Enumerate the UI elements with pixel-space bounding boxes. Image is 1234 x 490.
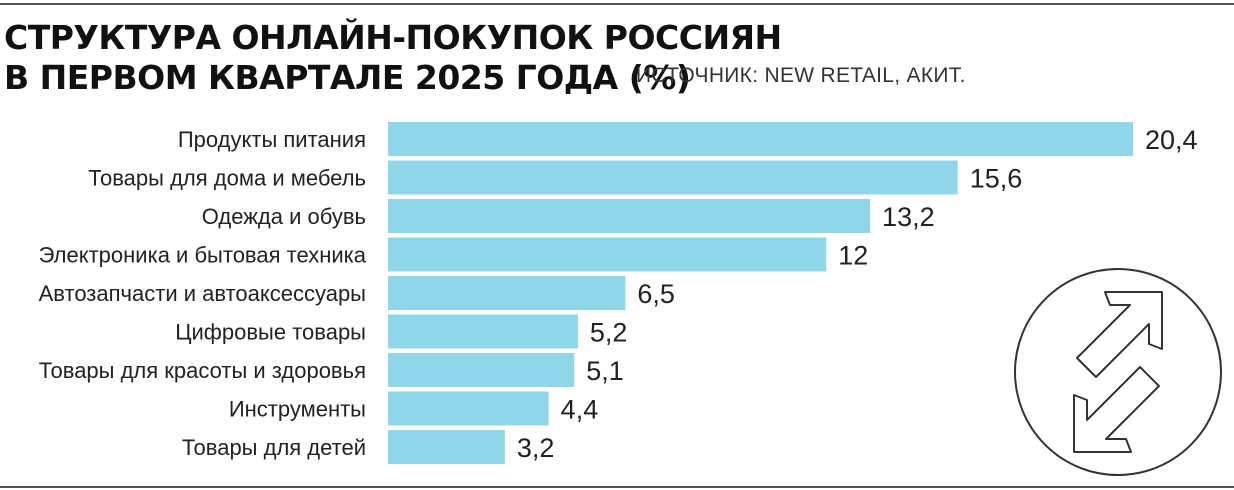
value-label: 15,6 [970, 164, 1023, 194]
chart-title-line-1: СТРУКТУРА ОНЛАЙН-ПОКУПОК РОССИЯН [4, 18, 782, 57]
value-label: 5,2 [590, 318, 628, 348]
bar [388, 391, 549, 426]
bar [388, 160, 958, 195]
chart-title: СТРУКТУРА ОНЛАЙН-ПОКУПОК РОССИЯН В ПЕРВО… [4, 18, 782, 98]
category-label: Инструменты [229, 397, 366, 422]
bar [388, 353, 575, 387]
bar [388, 314, 578, 349]
bar [388, 430, 505, 464]
category-label: Товары для детей [182, 435, 366, 460]
category-label: Электроника и бытовая техника [39, 243, 367, 268]
value-label: 5,1 [586, 356, 624, 386]
category-label: Продукты питания [178, 127, 366, 152]
bottom-rule [0, 486, 1234, 488]
category-label: Автозапчасти и автоаксессуары [39, 281, 366, 306]
category-label: Цифровые товары [175, 320, 366, 345]
value-label: 6,5 [637, 279, 675, 309]
category-label: Товары для дома и мебель [88, 166, 366, 191]
category-label: Одежда и обувь [202, 204, 366, 229]
value-label: 12 [838, 241, 868, 271]
value-label: 4,4 [561, 395, 599, 425]
value-label: 13,2 [882, 202, 935, 232]
bar [388, 276, 626, 310]
bar [388, 122, 1133, 156]
top-rule [0, 3, 1234, 5]
value-label: 20,4 [1145, 125, 1198, 155]
value-label: 3,2 [517, 433, 555, 463]
chart-source: ИСТОЧНИК: NEW RETAIL, АКИТ. [636, 64, 966, 87]
chart-title-line-2: В ПЕРВОМ КВАРТАЛЕ 2025 ГОДА (%) [4, 58, 691, 97]
bar [388, 237, 827, 272]
category-label: Товары для красоты и здоровья [39, 358, 366, 383]
two-arrows-circle-icon [1014, 268, 1222, 476]
bar [388, 199, 871, 233]
